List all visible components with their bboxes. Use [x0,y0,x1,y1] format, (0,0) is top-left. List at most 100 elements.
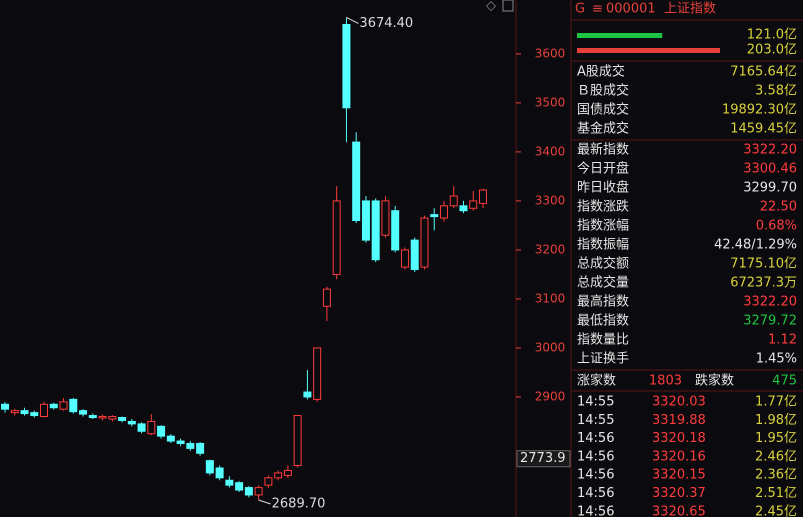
candle-body [420,217,429,268]
tick-price: 3320.15 [652,468,706,483]
y-tick-label: 3600 [535,46,566,60]
tick-time: 14:56 [577,468,614,483]
candle-body [459,205,468,212]
stat-label: 指数涨幅 [577,219,629,234]
tick-amount: 2.45亿 [755,504,797,517]
candle-body [274,472,283,479]
stat-label: 上证换手 [577,352,629,367]
tick-time: 14:56 [577,431,614,446]
stat-label: 总成交量 [577,275,629,291]
tick-amount: 1.95亿 [755,431,797,446]
stat-label: 国债成交 [577,102,629,118]
stat-value: 3.58亿 [755,84,797,99]
annotation-pointer [258,499,271,505]
stat-value: 3300.46 [743,162,797,177]
name: 上证指数 [664,2,716,17]
candle-body [127,420,136,425]
tick-time: 14:56 [577,486,614,501]
stat-label: 总成交额 [577,256,629,272]
candle-body [430,214,439,218]
tick-amount: 2.46亿 [755,449,797,464]
candle-body [118,417,127,421]
icon[interactable] [502,0,514,12]
candle-body [322,288,331,307]
y-tick-label: 3400 [535,144,566,158]
stat-value: 1.45% [756,352,797,367]
candle-body [157,425,166,437]
candle-body [400,249,409,268]
tick-price: 3320.37 [652,486,706,501]
candle-body [264,477,273,486]
candle-body [352,141,361,222]
candle-body [391,210,400,251]
candle-body [313,347,322,400]
stat-value: 3322.20 [743,143,797,158]
down-label: 跌家数 [695,373,734,389]
stat-label: 昨日收盘 [577,180,629,196]
icon[interactable]: ◇ [486,0,496,14]
stat-label: 最低指数 [577,314,629,329]
up-count: 1803 [649,374,682,389]
candle-body [137,423,146,432]
candle-body [147,420,156,435]
annotation-label: 2689.70 [272,496,326,511]
candle-body [469,200,478,209]
y-tick-label: 3200 [535,242,566,256]
y-tick-label: 3000 [535,340,566,354]
stat-value: 7175.10亿 [730,257,797,272]
up-label: 涨家数 [577,373,616,389]
candle-body [10,410,19,414]
tick-amount: 2.36亿 [755,468,797,483]
candle-body [439,205,448,219]
stat-value: 1459.45亿 [730,122,797,137]
stat-value: 3322.20 [743,295,797,310]
stat-label: 最高指数 [577,294,629,310]
candle-body [30,412,39,417]
menu-icon[interactable]: ≡ [592,2,603,17]
candle-body [371,200,380,261]
tick-price: 3320.18 [652,431,706,446]
candle-body [166,435,175,442]
tick-time: 14:56 [577,504,614,517]
tick-price: 3320.65 [652,504,706,517]
stat-value: 0.68% [756,219,797,234]
stat-value: 1.12 [768,333,797,348]
stat-label: 指数涨跌 [577,199,629,215]
stat-label: Ｂ股成交 [577,83,629,99]
candle-body [342,24,351,109]
tick-price: 3320.16 [652,449,706,464]
candle-body [1,403,9,410]
candle-body [108,416,117,420]
tick-amount: 1.77亿 [755,395,797,410]
stat-label: 指数振幅 [577,238,629,253]
candle-body [361,200,370,241]
candle-body [40,403,49,418]
candle-body [225,479,234,486]
y-tick-label: 2900 [535,389,566,403]
candle-body [49,403,58,409]
candle-body [479,189,487,204]
candle-body [176,440,185,444]
candle-body [59,401,68,410]
y-tick-label: 3100 [535,291,566,305]
flow-bar [577,48,720,53]
stat-label: A股成交 [577,64,625,80]
stat-value: 3299.70 [743,181,797,196]
candle-body [186,442,195,449]
candle-body [215,467,224,479]
cursor-box [516,450,571,468]
candle-body [449,195,458,207]
tick-amount: 2.51亿 [755,486,797,501]
y-tick-label: 3300 [535,193,566,207]
candle-body [244,487,253,496]
flow-label: 203.0亿 [747,43,797,58]
candle-body [69,398,78,413]
y-tick-label: 3500 [535,95,566,109]
candle-body [20,410,29,415]
candle-body [381,200,390,236]
candle-body [79,410,88,415]
candle-body [410,239,419,271]
tick-price: 3320.03 [652,395,706,410]
flow-bar [577,33,663,38]
